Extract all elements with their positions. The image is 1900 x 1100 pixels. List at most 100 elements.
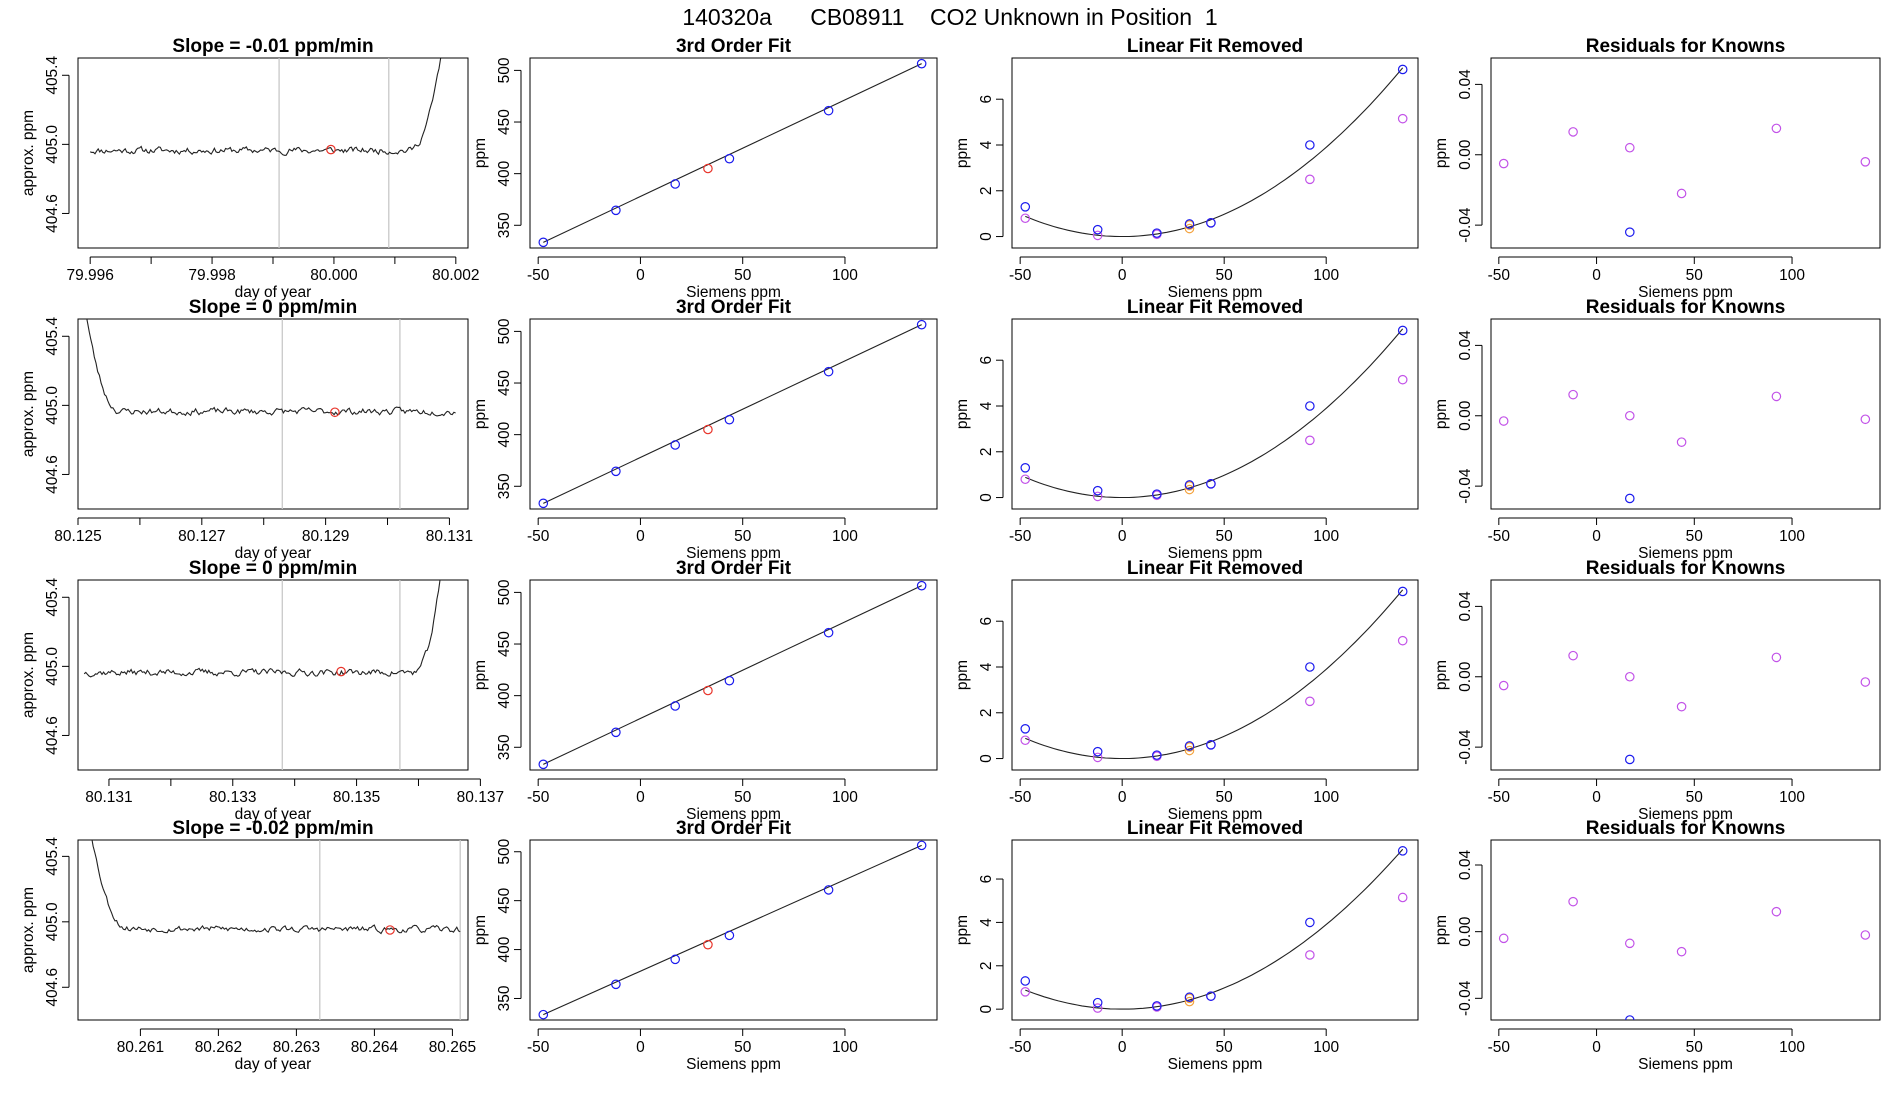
y-tick-label: 404.6 — [44, 194, 61, 233]
x-tick-label: 80.264 — [351, 1039, 399, 1056]
known-standard-point — [1206, 218, 1216, 228]
panel-title: Linear Fit Removed — [1127, 36, 1303, 57]
y-axis-label: ppm — [954, 915, 971, 945]
panel-linear_removed-row-4: Linear Fit Removed -50 0 50 100 Siemens ppm 0 2… — [954, 818, 1419, 1073]
plot-area — [1020, 846, 1408, 1013]
plot-area — [86, 319, 456, 509]
known-standard-point — [823, 627, 834, 638]
residual-point — [1771, 652, 1782, 663]
x-tick-label: 0 — [636, 789, 645, 806]
y-tick-label: 4 — [978, 401, 995, 410]
x-tick-label: 50 — [1216, 1039, 1234, 1056]
plot-frame — [77, 579, 469, 771]
known-standard-point — [1397, 586, 1408, 597]
fit-curve — [1025, 848, 1404, 1010]
known-standard-point — [916, 58, 927, 69]
known-standard-point — [538, 498, 549, 509]
x-tick-label: 50 — [1686, 528, 1704, 545]
y-axis-label: approx. ppm — [20, 110, 37, 196]
y-axis-label: ppm — [954, 660, 971, 690]
panel-timeseries-row-4: Slope = -0.02 ppm/min 80.261 80.262 80.263 8… — [20, 818, 476, 1073]
plot-frame — [1011, 57, 1419, 249]
residual-point — [1397, 113, 1408, 124]
residual-point — [1860, 156, 1871, 167]
known-standard-point — [1092, 997, 1103, 1008]
x-tick-label: 0 — [1592, 267, 1601, 284]
unknown-sample-point — [385, 925, 395, 935]
fit-curve — [1025, 328, 1404, 499]
y-tick-label: 0.04 — [1457, 591, 1474, 622]
plot-frame — [529, 318, 938, 510]
residual-point — [1305, 435, 1315, 446]
ppm-trace — [86, 319, 456, 417]
residual-point — [1624, 938, 1635, 949]
plot-area — [91, 840, 461, 1020]
residual-point — [1092, 230, 1103, 241]
known-standard-point — [1152, 228, 1162, 238]
panel-title: Slope = -0.02 ppm/min — [172, 818, 373, 839]
known-standard-point — [1152, 750, 1162, 760]
known-standard-point — [823, 105, 834, 116]
panel-title: 3rd Order Fit — [676, 36, 792, 57]
known-standard-point — [916, 840, 927, 851]
y-tick-label: -0.04 — [1457, 207, 1474, 243]
residual-point — [1860, 677, 1871, 687]
x-axis-label: Siemens ppm — [1168, 545, 1263, 562]
residual-point — [1860, 414, 1871, 425]
known-standard-point — [724, 414, 735, 425]
known-standard-point — [1397, 325, 1408, 336]
known-standard-point — [1305, 140, 1315, 150]
plot-area — [1498, 389, 1871, 504]
residual-point — [1498, 680, 1509, 691]
y-tick-label: 400 — [496, 682, 513, 708]
ppm-trace — [91, 840, 461, 935]
y-tick-label: 500 — [496, 57, 513, 83]
x-tick-label: 100 — [1779, 789, 1805, 806]
residual-point — [1676, 188, 1687, 199]
x-axis-label: day of year — [235, 806, 312, 823]
y-tick-label: 2 — [978, 447, 995, 456]
unknown-sample-point — [703, 939, 713, 950]
y-tick-label: 350 — [496, 473, 513, 499]
known-standard-point — [1305, 917, 1315, 928]
y-tick-label: 2 — [978, 961, 995, 970]
known-standard-point — [1092, 224, 1103, 235]
y-tick-label: 450 — [496, 370, 513, 396]
x-axis-label: Siemens ppm — [1168, 284, 1263, 301]
y-tick-label: -0.04 — [1457, 980, 1474, 1016]
y-axis-label: ppm — [1433, 399, 1450, 429]
y-axis-label: ppm — [954, 138, 971, 168]
plot-frame — [1490, 839, 1881, 1021]
panel-residuals-row-3: Residuals for Knowns -50 0 50 100 Siemens ppm… — [1433, 558, 1881, 823]
plot-frame — [529, 579, 938, 771]
y-tick-label: 0.00 — [1457, 400, 1474, 431]
residual-point — [1020, 474, 1031, 485]
x-tick-label: 80.131 — [426, 528, 473, 545]
y-tick-label: 404.6 — [44, 716, 61, 755]
known-standard-point — [1184, 219, 1195, 229]
x-tick-label: 80.265 — [429, 1039, 476, 1056]
y-axis-label: ppm — [472, 915, 489, 945]
y-axis-label: ppm — [954, 399, 971, 429]
x-tick-label: 50 — [1216, 789, 1234, 806]
x-tick-label: 80.133 — [209, 789, 256, 806]
fit-curve — [1025, 67, 1404, 238]
fit-line — [543, 585, 922, 765]
x-tick-label: 100 — [1779, 1039, 1805, 1056]
residual-point — [1498, 416, 1509, 426]
residual-point — [1860, 930, 1871, 940]
y-tick-label: 4 — [978, 140, 995, 149]
known-standard-point — [1020, 201, 1031, 212]
x-tick-label: 100 — [832, 267, 858, 284]
known-standard-point — [916, 319, 927, 330]
y-tick-label: 2 — [978, 708, 995, 717]
panel-title: Slope = 0 ppm/min — [189, 558, 357, 579]
y-tick-label: 2 — [978, 186, 995, 195]
known-standard-point — [538, 759, 549, 770]
known-standard-point — [1184, 480, 1195, 490]
plot-frame — [1011, 579, 1419, 771]
known-standard-point — [611, 979, 621, 990]
figure-title: 140320a CB08911 CO2 Unknown in Position … — [682, 4, 1218, 30]
x-axis-label: day of year — [235, 284, 312, 301]
plot-frame — [1011, 839, 1419, 1021]
